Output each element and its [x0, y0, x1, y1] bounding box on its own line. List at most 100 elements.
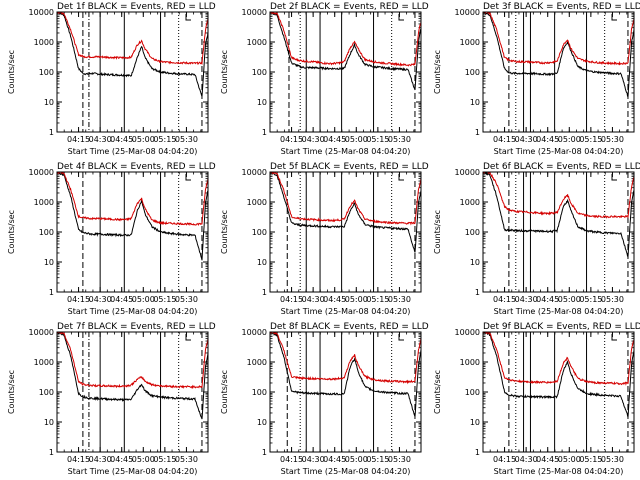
y-axis-label: Counts/sec [433, 370, 442, 414]
series-lld-line [57, 172, 208, 226]
y-tick-label: 1000 [247, 358, 267, 367]
series-lld-line [483, 332, 634, 386]
legend-glyph [185, 14, 191, 21]
panel-title: Det 4f BLACK = Events, RED = LLD [57, 162, 216, 172]
panel-det-8: Det 8f BLACK = Events, RED = LLD Counts/s… [220, 322, 429, 476]
y-tick-label: 1 [475, 128, 480, 137]
series-lld-line [270, 172, 421, 226]
panel-det-6: Det 6f BLACK = Events, RED = LLD Counts/s… [433, 162, 640, 316]
y-tick-label: 100 [252, 68, 267, 77]
x-tick-label: 04:45 [323, 295, 346, 304]
series-lld-line [483, 172, 634, 219]
series-lld-line [57, 332, 208, 390]
plot-frame [482, 171, 635, 293]
y-tick-label: 100 [465, 388, 480, 397]
y-tick-label: 1000 [34, 358, 54, 367]
panel-title: Det 9f BLACK = Events, RED = LLD [483, 322, 640, 332]
x-tick-label: 05:30 [388, 295, 411, 304]
y-tick-label: 1 [49, 128, 54, 137]
x-tick-label: 05:30 [175, 295, 198, 304]
y-tick-label: 1 [49, 288, 54, 297]
x-tick-label: 05:00 [558, 295, 581, 304]
panel-title: Det 7f BLACK = Events, RED = LLD [57, 322, 216, 332]
plot-frame [56, 11, 209, 133]
x-tick-label: 04:30 [515, 295, 538, 304]
panel-title: Det 6f BLACK = Events, RED = LLD [483, 162, 640, 172]
y-tick-label: 10 [257, 98, 267, 107]
x-tick-label: 04:15 [67, 135, 90, 144]
y-tick-label: 1000 [34, 38, 54, 47]
panel-det-4: Det 4f BLACK = Events, RED = LLD Counts/s… [7, 162, 216, 316]
y-tick-label: 10000 [455, 8, 480, 17]
x-tick-label: 05:15 [366, 295, 389, 304]
x-tick-label: 04:30 [89, 455, 112, 464]
y-tick-label: 100 [465, 68, 480, 77]
x-tick-label: 04:15 [493, 135, 516, 144]
x-tick-label: 05:15 [366, 455, 389, 464]
series-events-line [57, 172, 208, 261]
y-tick-label: 10 [470, 98, 480, 107]
y-tick-label: 1000 [247, 198, 267, 207]
x-axis-label: Start Time (25-Mar-08 04:04:20) [68, 147, 198, 156]
x-tick-label: 04:15 [493, 455, 516, 464]
y-tick-label: 1 [49, 448, 54, 457]
x-axis-label: Start Time (25-Mar-08 04:04:20) [68, 467, 198, 476]
y-tick-label: 1000 [460, 38, 480, 47]
x-axis-label: Start Time (25-Mar-08 04:04:20) [494, 147, 624, 156]
x-tick-label: 05:15 [579, 295, 602, 304]
x-tick-label: 04:30 [302, 135, 325, 144]
y-tick-label: 10000 [455, 168, 480, 177]
x-axis-label: Start Time (25-Mar-08 04:04:20) [68, 307, 198, 316]
series-events-line [483, 172, 634, 259]
y-tick-label: 10000 [242, 168, 267, 177]
y-tick-label: 10 [470, 258, 480, 267]
x-tick-label: 05:00 [558, 455, 581, 464]
x-tick-label: 04:15 [493, 295, 516, 304]
legend-glyph [398, 334, 404, 341]
y-tick-label: 100 [39, 388, 54, 397]
legend-glyph [398, 174, 404, 181]
x-tick-label: 05:30 [601, 295, 624, 304]
x-tick-label: 04:15 [67, 455, 90, 464]
panel-det-9: Det 9f BLACK = Events, RED = LLD Counts/s… [433, 322, 640, 476]
panel-title: Det 8f BLACK = Events, RED = LLD [270, 322, 429, 332]
y-tick-label: 10000 [29, 168, 54, 177]
y-tick-label: 10000 [29, 8, 54, 17]
x-tick-label: 05:30 [388, 455, 411, 464]
x-tick-label: 05:15 [153, 295, 176, 304]
x-tick-label: 05:15 [153, 455, 176, 464]
plot-frame [56, 331, 209, 453]
panel-title: Det 2f BLACK = Events, RED = LLD [270, 2, 429, 12]
y-tick-label: 1 [262, 448, 267, 457]
x-tick-label: 05:15 [579, 455, 602, 464]
y-tick-label: 10 [44, 258, 54, 267]
y-tick-label: 10 [44, 418, 54, 427]
x-tick-label: 05:15 [366, 135, 389, 144]
plot-frame [482, 11, 635, 133]
y-tick-label: 100 [39, 68, 54, 77]
y-axis-label: Counts/sec [433, 50, 442, 94]
plot-frame [269, 11, 422, 133]
y-tick-label: 10 [257, 258, 267, 267]
y-tick-label: 10 [44, 98, 54, 107]
x-tick-label: 05:15 [579, 135, 602, 144]
legend-glyph [611, 334, 617, 341]
y-tick-label: 100 [252, 228, 267, 237]
x-tick-label: 04:45 [110, 455, 133, 464]
y-axis-label: Counts/sec [7, 50, 16, 94]
x-tick-label: 05:00 [132, 135, 155, 144]
x-tick-label: 05:15 [153, 135, 176, 144]
x-tick-label: 04:15 [67, 295, 90, 304]
x-axis-label: Start Time (25-Mar-08 04:04:20) [494, 307, 624, 316]
x-tick-label: 04:30 [515, 135, 538, 144]
series-events-line [483, 12, 634, 98]
y-axis-label: Counts/sec [7, 370, 16, 414]
y-tick-label: 1000 [460, 358, 480, 367]
x-tick-label: 04:45 [536, 135, 559, 144]
y-tick-label: 1000 [34, 198, 54, 207]
x-tick-label: 05:30 [388, 135, 411, 144]
y-tick-label: 10000 [242, 8, 267, 17]
series-lld-line [270, 332, 421, 385]
y-axis-label: Counts/sec [220, 210, 229, 254]
